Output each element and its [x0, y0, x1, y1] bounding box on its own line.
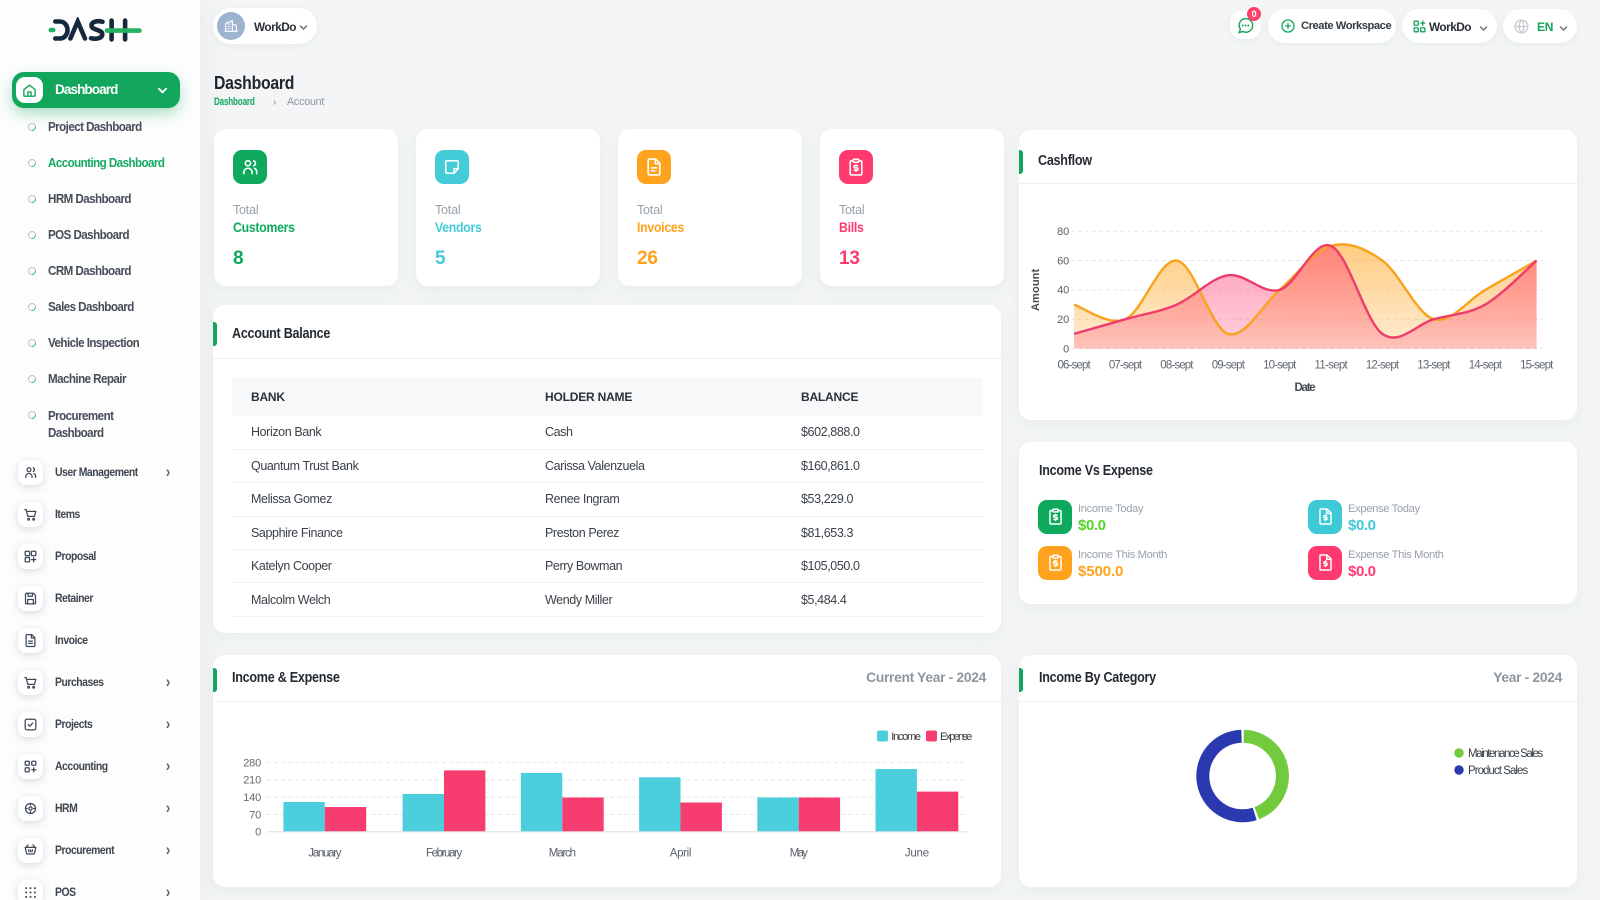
svg-text:Income: Income — [891, 731, 921, 743]
svg-text:January: January — [308, 848, 341, 860]
svg-text:09-sept: 09-sept — [1212, 360, 1246, 372]
svg-text:May: May — [790, 848, 808, 860]
svg-text:0: 0 — [1063, 343, 1069, 355]
svg-text:210: 210 — [243, 775, 261, 787]
svg-text:0: 0 — [255, 827, 261, 839]
svg-text:March: March — [549, 848, 576, 860]
svg-text:Maintenance Sales: Maintenance Sales — [1468, 748, 1543, 760]
svg-text:Amount: Amount — [1030, 268, 1042, 311]
svg-text:11-sept: 11-sept — [1315, 360, 1349, 372]
svg-text:12-sept: 12-sept — [1366, 360, 1400, 372]
svg-text:40: 40 — [1057, 285, 1069, 297]
svg-text:February: February — [426, 848, 462, 860]
svg-text:70: 70 — [249, 809, 261, 821]
svg-text:140: 140 — [243, 792, 261, 804]
svg-text:14-sept: 14-sept — [1469, 360, 1503, 372]
svg-text:06-sept: 06-sept — [1058, 360, 1092, 372]
svg-text:April: April — [670, 848, 692, 860]
svg-text:08-sept: 08-sept — [1160, 360, 1194, 372]
svg-text:Expense: Expense — [940, 731, 972, 743]
svg-text:June: June — [905, 848, 929, 860]
svg-text:20: 20 — [1057, 314, 1069, 326]
svg-text:13-sept: 13-sept — [1417, 360, 1451, 372]
svg-text:80: 80 — [1057, 226, 1069, 238]
svg-text:60: 60 — [1057, 255, 1069, 267]
svg-text:10-sept: 10-sept — [1263, 360, 1297, 372]
svg-text:15-sept: 15-sept — [1520, 360, 1554, 372]
svg-text:280: 280 — [243, 757, 261, 769]
svg-text:Product Sales: Product Sales — [1468, 765, 1528, 777]
svg-text:07-sept: 07-sept — [1109, 360, 1143, 372]
svg-text:Date: Date — [1295, 382, 1316, 394]
